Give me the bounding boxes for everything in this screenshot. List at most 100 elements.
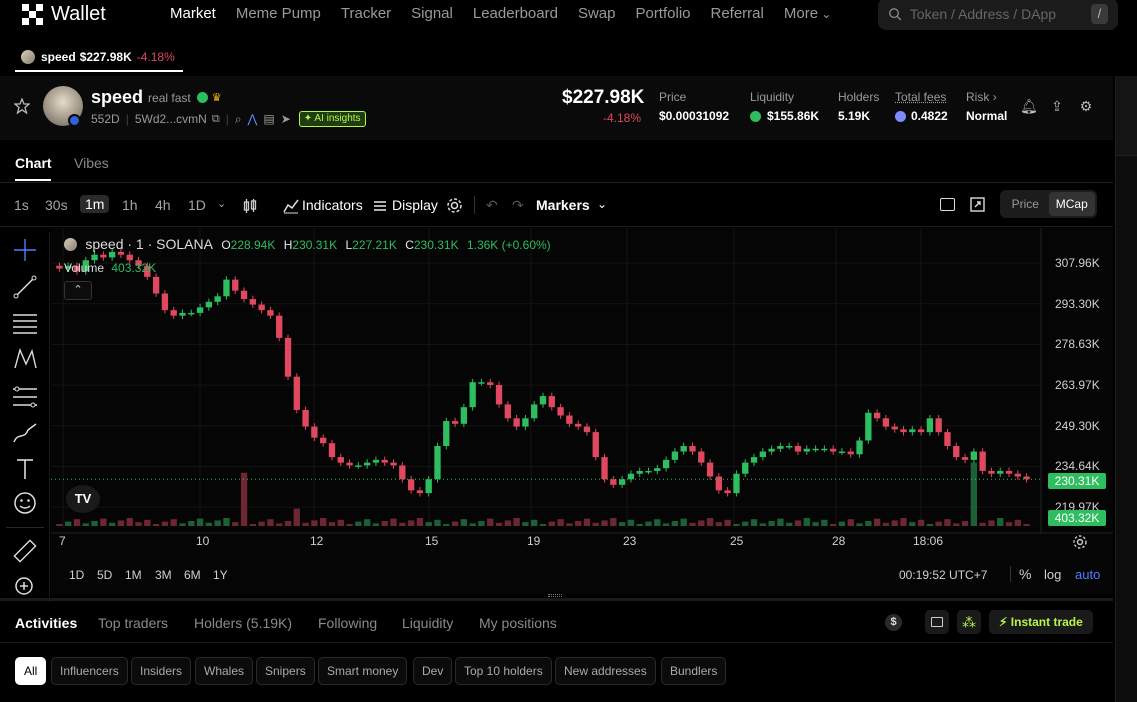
interval-1m[interactable]: 1m — [80, 195, 110, 213]
candle-body — [372, 459, 380, 463]
bubble-map-icon[interactable]: ⁂ — [957, 610, 981, 634]
collapse-legend-button[interactable]: ⌃ — [64, 281, 92, 300]
interval-30s[interactable]: 30s — [45, 197, 68, 213]
activity-tab-liquidity[interactable]: Liquidity — [402, 615, 454, 631]
search-box[interactable]: / — [878, 0, 1118, 30]
currency-toggle-button[interactable]: $ — [885, 614, 902, 631]
chart-settings-icon[interactable] — [446, 197, 463, 214]
nav-more[interactable]: More ⌄ — [783, 5, 832, 22]
token-address[interactable]: 5Wd2...cvmN — [134, 112, 207, 126]
website-icon[interactable]: ▤ — [263, 112, 275, 126]
fib-icon[interactable] — [12, 384, 38, 410]
pattern-icon[interactable] — [12, 346, 38, 372]
nav-leaderboard[interactable]: Leaderboard — [472, 5, 558, 22]
range-1y[interactable]: 1Y — [213, 568, 228, 582]
search-shortcut-badge: / — [1090, 4, 1108, 24]
tab-chart[interactable]: Chart — [15, 155, 52, 171]
toggle-price[interactable]: Price — [1011, 197, 1039, 211]
nav-portfolio[interactable]: Portfolio — [635, 5, 691, 22]
instant-trade-button[interactable]: ⚡︎ Instant trade — [989, 610, 1093, 634]
text-tool-icon[interactable] — [12, 456, 38, 482]
price-mcap-toggle[interactable]: Price MCap — [1000, 190, 1097, 218]
risk-stat[interactable]: Risk › Normal — [966, 90, 1007, 123]
nav-meme-pump[interactable]: Meme Pump — [235, 5, 321, 22]
search-token-icon[interactable]: ⌕ — [234, 111, 242, 126]
tradingview-logo[interactable]: TV — [66, 485, 100, 513]
zoom-in-icon[interactable] — [12, 574, 38, 600]
range-1m[interactable]: 1M — [125, 568, 142, 582]
nav-referral[interactable]: Referral — [710, 5, 764, 22]
activity-tab-holders[interactable]: Holders (5.19K) — [194, 615, 293, 631]
volume-bar — [803, 518, 810, 526]
telegram-icon[interactable]: ➤ — [280, 112, 291, 126]
ai-insights-button[interactable]: ✦ AI insights — [298, 111, 366, 127]
percent-scale-button[interactable]: % — [1019, 566, 1032, 582]
redo-icon[interactable]: ↷ — [512, 197, 524, 213]
activity-tab-my[interactable]: My positions — [479, 615, 557, 631]
range-6m[interactable]: 6M — [184, 568, 201, 582]
interval-1h[interactable]: 1h — [122, 197, 138, 213]
settings-icon[interactable]: ⚙︎ — [1079, 98, 1093, 114]
tab-vibes[interactable]: Vibes — [74, 155, 109, 171]
filter-top-10-holders[interactable]: Top 10 holders — [455, 657, 552, 685]
resize-handle[interactable] — [548, 594, 562, 597]
copy-icon[interactable]: ⧉ — [211, 112, 220, 125]
log-scale-button[interactable]: log — [1044, 567, 1062, 582]
undo-icon[interactable]: ↶ — [486, 197, 498, 213]
volume-bar — [715, 522, 723, 526]
fullscreen-icon[interactable] — [970, 197, 985, 212]
panel-layout-button[interactable] — [925, 610, 949, 634]
alert-bell-icon[interactable]: 🔔︎ — [1020, 98, 1038, 114]
candle-body — [733, 473, 740, 494]
display-button[interactable]: Display — [392, 197, 438, 213]
filter-insiders[interactable]: Insiders — [131, 657, 192, 685]
candle-body — [742, 462, 749, 474]
social-icon[interactable]: ⋀ — [247, 112, 258, 126]
range-5d[interactable]: 5D — [97, 568, 113, 582]
indicators-button[interactable]: Indicators — [302, 197, 363, 213]
nav-signal[interactable]: Signal — [411, 5, 453, 22]
interval-1s[interactable]: 1s — [14, 197, 29, 213]
volume-bar — [407, 520, 415, 526]
activity-tab-following[interactable]: Following — [318, 615, 378, 631]
interval-4h[interactable]: 4h — [155, 197, 171, 213]
nav-market[interactable]: Market — [170, 5, 216, 22]
filter-bundlers[interactable]: Bundlers — [661, 657, 727, 685]
toggle-mcap[interactable]: MCap — [1048, 192, 1095, 216]
nav-swap[interactable]: Swap — [577, 5, 616, 22]
filter-snipers[interactable]: Snipers — [256, 657, 315, 685]
open-token-tab[interactable]: speed $227.98K -4.18% — [15, 44, 183, 72]
search-input[interactable] — [909, 6, 1091, 22]
interval-1d[interactable]: 1D — [188, 197, 206, 213]
filter-whales[interactable]: Whales — [195, 657, 254, 685]
layout-icon[interactable] — [940, 198, 955, 211]
filter-new-addresses[interactable]: New addresses — [555, 657, 656, 685]
emoji-icon[interactable] — [12, 490, 38, 516]
range-1d[interactable]: 1D — [69, 568, 85, 582]
filter-smart-money[interactable]: Smart money — [318, 657, 408, 685]
activity-panel: Activities Top traders Holders (5.19K) Foll… — [0, 598, 1113, 702]
filter-all[interactable]: All — [15, 657, 47, 685]
price-chart[interactable] — [51, 228, 1113, 594]
markers-chevron-icon[interactable]: ⌄ — [597, 197, 608, 211]
volume-bar — [900, 518, 907, 526]
chevron-down-icon[interactable]: ⌄ — [217, 198, 227, 210]
nav-tracker[interactable]: Tracker — [340, 5, 392, 22]
auto-scale-button[interactable]: auto — [1075, 567, 1101, 582]
filter-influencers[interactable]: Influencers — [51, 657, 128, 685]
star-icon[interactable] — [14, 98, 30, 114]
activity-tab-top[interactable]: Top traders — [98, 615, 169, 631]
share-icon[interactable]: ⇪ — [1051, 98, 1063, 114]
candle-type-icon[interactable] — [243, 198, 257, 214]
markers-button[interactable]: Markers — [536, 197, 590, 213]
filter-dev[interactable]: Dev — [413, 657, 453, 685]
range-3m[interactable]: 3M — [155, 568, 172, 582]
crosshair-icon[interactable] — [12, 237, 38, 263]
okx-wallet-logo[interactable]: Wallet — [22, 3, 106, 25]
horizontal-lines-icon[interactable] — [12, 310, 38, 336]
brush-icon[interactable] — [12, 420, 38, 446]
activity-tab-activities[interactable]: Activities — [15, 615, 78, 631]
chart-settings-gear-icon[interactable] — [1072, 534, 1088, 550]
trend-line-icon[interactable] — [12, 274, 38, 300]
ruler-icon[interactable] — [12, 538, 38, 564]
